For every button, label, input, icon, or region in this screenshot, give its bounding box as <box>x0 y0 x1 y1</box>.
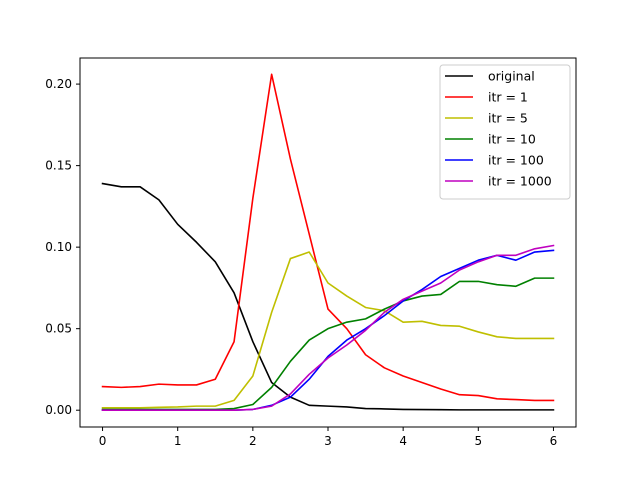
series-layer <box>101 73 555 412</box>
x-tick-label: 5 <box>474 434 482 448</box>
legend: original itr = 1 itr = 5 itr = 10 itr = 100 i… <box>439 64 571 200</box>
y-tick-label: 0.20 <box>45 77 72 91</box>
x-tick-label: 3 <box>324 434 332 448</box>
axes-layer: 0 1 2 3 4 5 6 0.00 0.05 0.10 0.15 0.20 <box>45 77 557 448</box>
series-line-3 <box>101 277 555 411</box>
series-line-5 <box>101 244 555 412</box>
legend-label-5: itr = 1000 <box>488 174 552 189</box>
x-tick-label: 4 <box>399 434 407 448</box>
x-tick-label: 0 <box>99 434 107 448</box>
x-tick-label: 6 <box>550 434 558 448</box>
legend-label-0: original <box>488 69 535 84</box>
x-tick-label: 2 <box>249 434 257 448</box>
legend-label-4: itr = 100 <box>488 153 544 168</box>
series-line-0 <box>101 182 555 411</box>
y-tick-label: 0.15 <box>45 159 72 173</box>
y-tick-label: 0.10 <box>45 240 72 254</box>
legend-box <box>439 64 571 200</box>
legend-label-2: itr = 5 <box>488 111 528 126</box>
y-tick-label: 0.00 <box>45 403 72 417</box>
legend-label-1: itr = 1 <box>488 90 528 105</box>
y-tick-label: 0.05 <box>45 322 72 336</box>
series-line-2 <box>101 251 555 409</box>
series-line-1 <box>101 73 555 402</box>
x-tick-label: 1 <box>174 434 182 448</box>
legend-label-3: itr = 10 <box>488 132 536 147</box>
